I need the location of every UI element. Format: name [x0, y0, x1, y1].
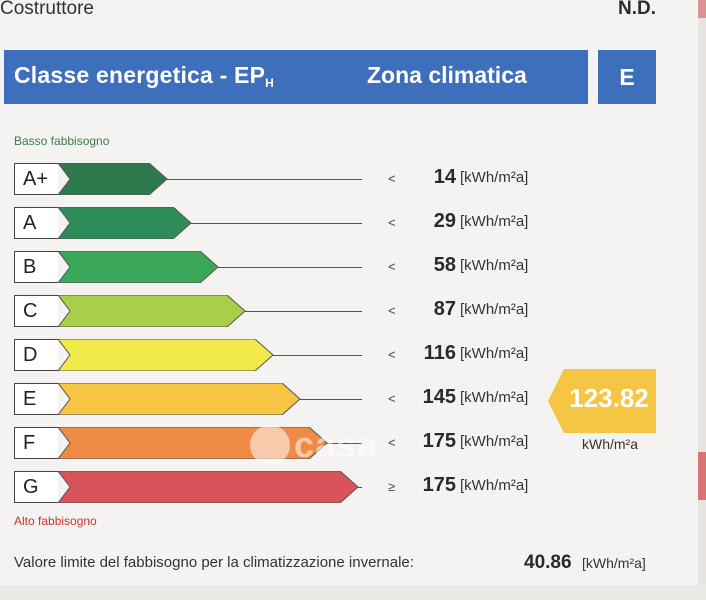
- class-limit-value: 145: [422, 386, 456, 408]
- indicator-arrow: [548, 369, 656, 433]
- class-limit-value: 175: [422, 474, 456, 496]
- class-arrow-shape: [58, 383, 301, 415]
- page-bottom-edge: [0, 585, 706, 600]
- class-arrow: [58, 339, 275, 371]
- class-letter: E: [14, 383, 58, 415]
- builder-value: N.D.: [618, 0, 656, 19]
- header-title: Classe energetica - EPH: [14, 62, 274, 90]
- energy-class-row: E <145 [kWh/m²a]: [0, 381, 560, 417]
- header-title-subscript: H: [265, 76, 275, 90]
- high-demand-label: Alto fabbisogno: [14, 514, 97, 528]
- climate-zone-value: E: [598, 50, 656, 104]
- class-limit-value: 14: [433, 166, 456, 188]
- class-limit-value: 116: [423, 342, 456, 364]
- class-arrow-shape: [58, 339, 274, 371]
- energy-value: 123.82: [569, 383, 649, 413]
- builder-row: Costruttore N.D.: [0, 0, 670, 28]
- class-limit-value: 87: [433, 298, 456, 320]
- energy-class-row: G ≥175 [kWh/m²a]: [0, 469, 560, 505]
- comparator: <: [388, 215, 396, 230]
- watermark-text: casa: [294, 424, 379, 465]
- comparator: ≥: [388, 479, 396, 494]
- class-letter: G: [14, 471, 58, 503]
- class-limit-value: 58: [433, 254, 456, 276]
- class-letter: B: [14, 251, 58, 283]
- leader-line: [167, 179, 362, 180]
- class-arrow: [58, 251, 220, 283]
- leader-line: [327, 443, 362, 444]
- house-icon: [250, 425, 290, 465]
- edge-mark-bottom: [698, 452, 706, 500]
- class-letter: A: [14, 207, 58, 239]
- comparator: <: [388, 171, 396, 186]
- class-letter: A+: [14, 163, 58, 195]
- builder-label: Costruttore: [0, 0, 94, 19]
- comparator: <: [388, 347, 396, 362]
- low-demand-label: Basso fabbisogno: [14, 134, 110, 148]
- class-letter: C: [14, 295, 58, 327]
- class-limit-value: 175: [422, 430, 456, 452]
- class-limit-unit: [kWh/m²a]: [460, 301, 529, 318]
- header-title-text: Classe energetica - EP: [14, 62, 266, 88]
- comparator: <: [388, 303, 396, 318]
- winter-limit-unit: [kWh/m²a]: [582, 555, 646, 571]
- class-arrow-shape: [58, 163, 168, 195]
- class-arrow: [58, 471, 360, 503]
- class-arrow-shape: [58, 207, 192, 239]
- class-limit-unit: [kWh/m²a]: [460, 257, 529, 274]
- class-limit-unit: [kWh/m²a]: [460, 169, 529, 186]
- class-limit-unit: [kWh/m²a]: [460, 477, 529, 494]
- class-limit-unit: [kWh/m²a]: [460, 345, 529, 362]
- energy-class-row: B <58 [kWh/m²a]: [0, 249, 560, 285]
- edge-mark-top: [698, 0, 706, 18]
- class-limit-unit: [kWh/m²a]: [460, 213, 529, 230]
- class-arrow-shape: [58, 471, 359, 503]
- leader-line: [273, 355, 362, 356]
- class-letter: F: [14, 427, 58, 459]
- class-limit-unit: [kWh/m²a]: [460, 389, 529, 406]
- class-arrow: [58, 207, 193, 239]
- energy-class-row: D <116 [kWh/m²a]: [0, 337, 560, 373]
- winter-limit-value: 40.86: [524, 552, 572, 573]
- watermark: casa: [250, 424, 379, 465]
- leader-line: [245, 311, 362, 312]
- class-arrow: [58, 295, 247, 327]
- class-arrow: [58, 383, 302, 415]
- class-arrow: [58, 163, 169, 195]
- comparator: <: [388, 391, 396, 406]
- leader-line: [218, 267, 362, 268]
- class-arrow-shape: [58, 295, 246, 327]
- class-limit-unit: [kWh/m²a]: [460, 433, 529, 450]
- class-letter: D: [14, 339, 58, 371]
- winter-limit-row: Valore limite del fabbisogno per la clim…: [14, 552, 654, 576]
- winter-limit-label: Valore limite del fabbisogno per la clim…: [14, 554, 414, 571]
- energy-value-unit: kWh/m²a: [582, 436, 638, 452]
- comparator: <: [388, 259, 396, 274]
- leader-line: [191, 223, 362, 224]
- climate-zone-label: Zona climatica: [367, 62, 527, 88]
- comparator: <: [388, 435, 396, 450]
- energy-class-row: C <87 [kWh/m²a]: [0, 293, 560, 329]
- class-limit-value: 29: [433, 210, 456, 232]
- energy-class-row: A <29 [kWh/m²a]: [0, 205, 560, 241]
- class-arrow-shape: [58, 251, 219, 283]
- energy-class-header: Classe energetica - EPH Zona climatica: [4, 50, 588, 104]
- energy-value-indicator: 123.82: [548, 369, 656, 433]
- leader-line: [358, 487, 362, 488]
- energy-class-row: A+ <14 [kWh/m²a]: [0, 161, 560, 197]
- leader-line: [300, 399, 362, 400]
- page-edge: [698, 0, 706, 600]
